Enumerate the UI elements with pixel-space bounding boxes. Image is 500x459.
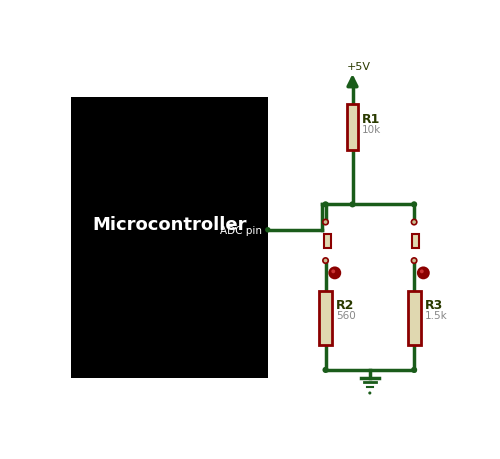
Text: +5V: +5V	[346, 62, 370, 72]
Circle shape	[411, 367, 417, 373]
Circle shape	[330, 268, 340, 279]
Text: 10k: 10k	[362, 125, 381, 135]
Bar	[324, 235, 330, 249]
Circle shape	[420, 270, 424, 274]
Circle shape	[323, 258, 328, 263]
Text: Microcontroller: Microcontroller	[92, 215, 246, 233]
Bar	[408, 292, 420, 346]
Circle shape	[323, 220, 328, 225]
Text: 560: 560	[336, 310, 356, 320]
Circle shape	[265, 228, 270, 233]
Circle shape	[332, 270, 335, 274]
Circle shape	[322, 202, 328, 208]
Circle shape	[368, 392, 372, 395]
Text: R1: R1	[362, 113, 380, 126]
Text: ADC pin: ADC pin	[220, 225, 262, 235]
Bar	[72, 97, 268, 378]
Circle shape	[350, 202, 356, 208]
Circle shape	[412, 258, 417, 263]
Circle shape	[418, 268, 428, 279]
Circle shape	[322, 367, 328, 373]
Text: 1.5k: 1.5k	[425, 310, 448, 320]
Bar	[319, 292, 332, 346]
Bar	[347, 105, 358, 151]
Text: R3: R3	[425, 298, 443, 311]
Text: R2: R2	[336, 298, 354, 311]
Circle shape	[412, 220, 417, 225]
Bar	[412, 235, 419, 249]
Circle shape	[411, 202, 417, 208]
